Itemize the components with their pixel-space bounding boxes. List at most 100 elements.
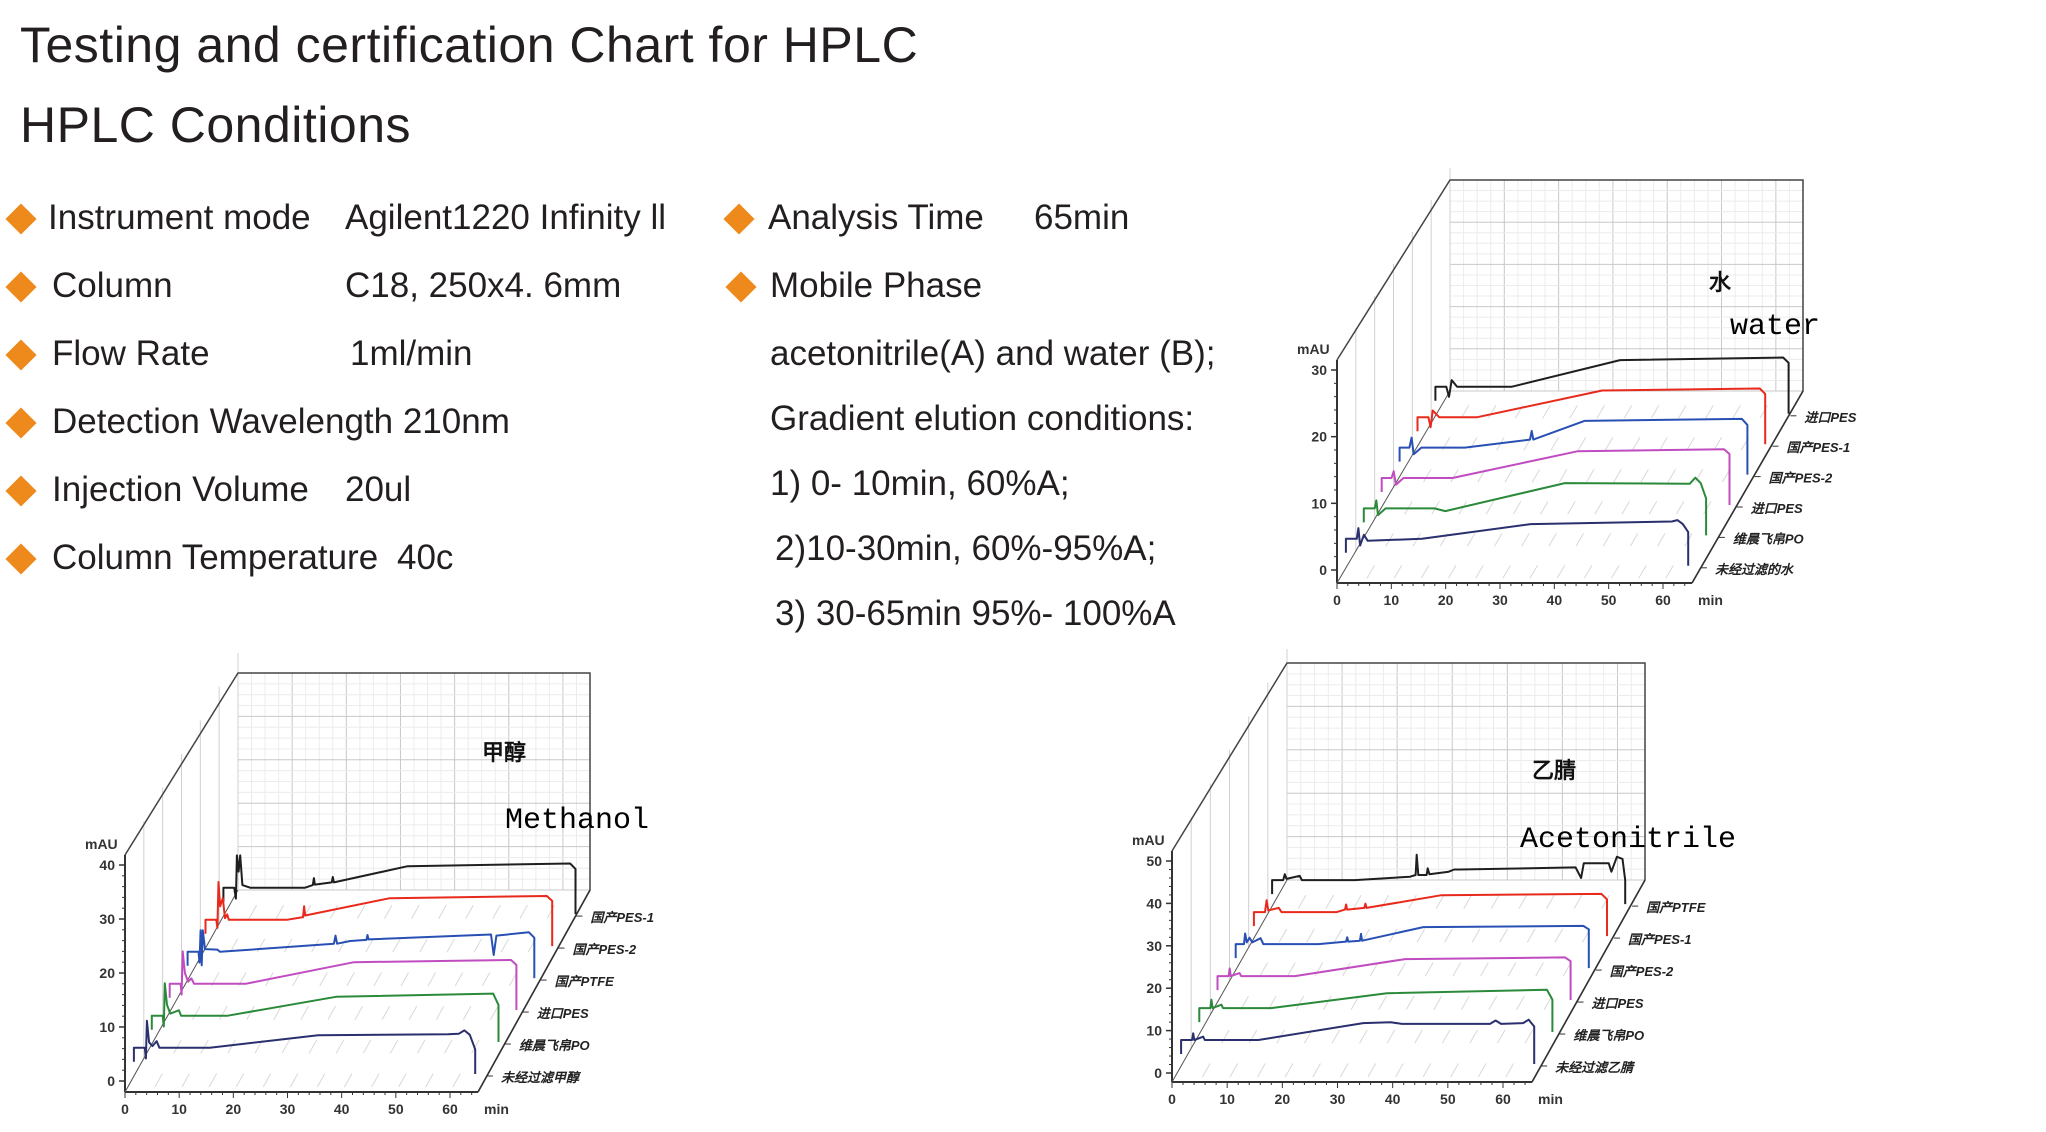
floor-gridline [389,1039,399,1054]
floor-gridline [1259,962,1269,977]
depth-axis-right [1531,879,1646,1083]
condition-value: 20ul [345,470,412,509]
floor-gridline [419,938,428,953]
section-title: HPLC Conditions [20,97,412,153]
series-line [1252,892,1608,937]
chart-title: water [1730,310,1820,344]
floor-gridline [1380,894,1390,909]
floor-gridline [362,1039,372,1054]
floor-gridline [1659,437,1668,451]
y-tick-label: 20 [1311,429,1327,445]
chart-title-cn: 水 [1709,270,1732,295]
floor-gridline [346,972,355,987]
floor-gridline [546,904,555,919]
condition-label: Column [52,266,173,305]
floor-gridline [1295,995,1305,1010]
floor-gridline [1604,437,1614,451]
floor-gridline [1433,995,1442,1010]
floor-gridline [1353,894,1362,909]
floor-gridline [1516,995,1525,1010]
condition-value: C18, 250x4. 6mm [345,266,622,305]
floor-gridline [1389,928,1398,943]
y-tick-label: 10 [1311,495,1327,511]
floor-gridline [1665,565,1674,579]
floor-gridline [1450,1063,1459,1078]
floor-gridline [1369,962,1379,977]
y-tick-label: 30 [99,911,115,927]
series-line [1271,853,1627,905]
floor-gridline [1567,501,1576,515]
floor-gridline [1416,928,1426,943]
floor-gridline [1485,501,1495,515]
x-tick-label: 40 [334,1101,350,1117]
floor-gridline [1759,405,1768,419]
condition-label: Column Temperature [52,538,379,577]
condition-value: 1ml/min [350,334,473,373]
floor-gridline [1469,437,1478,451]
depth-axis-right [1691,390,1804,584]
floor-gridline [1540,501,1549,515]
floor-gridline [1558,469,1568,483]
floor-gridline [262,1073,272,1088]
floor-gridline [446,938,455,953]
condition-label: Analysis Time [768,198,984,237]
floor-gridline [1420,565,1430,579]
floor-gridline [1550,437,1559,451]
floor-gridline [1477,1063,1487,1078]
floor-gridline [1490,894,1500,909]
floor-gridline [344,1073,353,1088]
y-tick-label: 20 [99,965,115,981]
condition-row: Column C18, 250x4. 6mm [0,268,700,308]
floor-gridline [1342,962,1351,977]
floor-gridline [1524,1029,1534,1044]
chart-title: Methanol [505,804,649,838]
x-tick-label: 0 [1333,592,1341,608]
floor-gridline [1535,962,1544,977]
series-line [132,1019,477,1074]
y-tick-label: 50 [1146,853,1162,869]
x-tick-label: 30 [1330,1091,1346,1107]
x-tick-label: 0 [1168,1091,1176,1107]
floor-gridline [1331,1029,1341,1044]
condition-row: Detection Wavelength 210nm [0,404,700,444]
floor-gridline [1452,962,1462,977]
floor-gridline [1623,405,1633,419]
y-tick-label: 30 [1311,362,1327,378]
floor-gridline [1613,469,1622,483]
floor-gridline [289,1073,299,1088]
floor-gridline [1463,894,1472,909]
floor-gridline [1507,962,1517,977]
floor-gridline [1601,894,1610,909]
x-tick-label: 40 [1385,1091,1401,1107]
floor-gridline [1686,437,1695,451]
floor-gridline [1611,565,1620,579]
floor-gridline [398,1073,407,1088]
floor-gridline [1297,894,1307,909]
floor-gridline [219,1005,228,1020]
condition-value: 65min [1034,198,1130,237]
series-line [186,929,536,979]
floor-gridline [1480,962,1489,977]
floor-gridline [1367,1063,1377,1078]
floor-gridline [371,1073,380,1088]
mobile-phase-text: acetonitrile(A) and water (B); [770,334,1216,373]
floor-gridline [1632,437,1641,451]
floor-gridline [1378,995,1387,1010]
condition-row: Instrument mode Agilent1220 Infinity ll [0,200,700,240]
floor-gridline [1556,565,1566,579]
y-tick-label: 0 [1319,562,1327,578]
series-line [1416,387,1767,445]
floor-gridline [373,972,382,987]
floor-gridline [1569,405,1578,419]
mobile-phase-text: 2)10-30min, 60%-95%A; [775,529,1157,568]
floor-gridline [1469,1029,1478,1044]
floor-gridline [302,904,312,919]
floor-gridline [1471,928,1481,943]
floor-gridline [1703,501,1712,515]
floor-gridline [1448,565,1457,579]
floor-gridline [1512,501,1522,515]
floor-gridline [1713,437,1722,451]
series-label: 进口PES [537,1006,589,1021]
floor-gridline [1487,405,1497,419]
floor-gridline [338,938,347,953]
